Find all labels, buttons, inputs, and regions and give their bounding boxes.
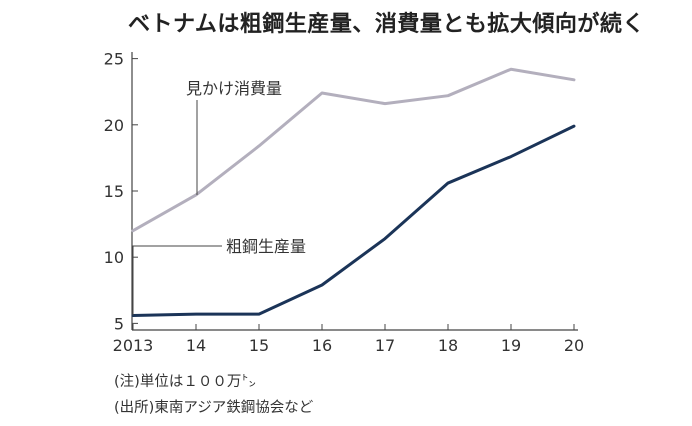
x-tick-label: 2013 <box>113 336 154 355</box>
y-tick-label: 10 <box>104 248 124 267</box>
x-tick-label: 19 <box>501 336 521 355</box>
series-label-0: 見かけ消費量 <box>186 79 282 98</box>
series-line-1 <box>131 124 576 317</box>
chart-title: ベトナムは粗鋼生産量、消費量とも拡大傾向が続く <box>128 12 645 37</box>
x-tick-label: 14 <box>186 336 206 355</box>
x-tick-label: 17 <box>375 336 395 355</box>
y-tick-label: 5 <box>114 314 124 333</box>
y-tick-label: 15 <box>104 182 124 201</box>
source-note: (出所)東南アジア鉄鋼協会など <box>114 400 314 416</box>
series-label-1: 粗鋼生産量 <box>226 237 306 256</box>
x-tick-label: 16 <box>312 336 332 355</box>
y-tick-label: 20 <box>104 116 124 135</box>
series-line-0 <box>131 67 576 233</box>
x-tick-label: 18 <box>438 336 458 355</box>
y-tick-label: 25 <box>104 50 124 69</box>
x-tick-label: 20 <box>564 336 584 355</box>
x-tick-label: 15 <box>249 336 269 355</box>
series-label-leader-1 <box>132 245 222 316</box>
unit-note: (注)単位は１００万㌧ <box>114 374 256 390</box>
